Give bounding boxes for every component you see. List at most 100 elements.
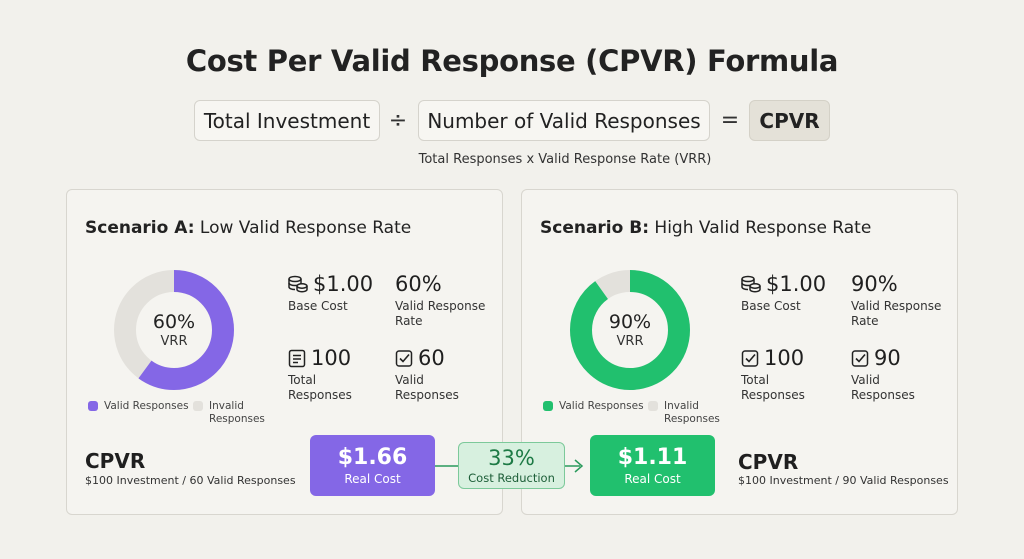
- formula-result-box: CPVR: [749, 100, 830, 141]
- vrr-label-line1: Valid Response: [851, 299, 942, 313]
- scenario-a-title-bold: Scenario A:: [85, 218, 195, 238]
- legend-swatch-invalid: [193, 401, 203, 411]
- cost-reduction-value: 33%: [488, 446, 535, 470]
- vrr-value: 90%: [851, 272, 898, 296]
- total-label-line2: Responses: [288, 388, 352, 402]
- scenario-a-title: Scenario A: Low Valid Response Rate: [85, 218, 411, 238]
- scenario-b-title-bold: Scenario B:: [540, 218, 649, 238]
- scenario-a-donut-chart: [114, 270, 234, 390]
- scenario-a-cpvr-title: CPVR: [85, 449, 146, 473]
- legend-invalid-line2: Responses: [209, 412, 265, 425]
- valid-responses-value: 90: [874, 346, 901, 370]
- valid-label-line1: Valid: [395, 373, 424, 387]
- checkbox-icon: [851, 349, 869, 367]
- scenario-a-stat-valid: 60 Valid Responses: [395, 346, 505, 403]
- coins-icon: [741, 275, 761, 293]
- scenario-b-stat-base-cost: $1.00 Base Cost: [741, 272, 851, 314]
- scenario-b-cost-label: Real Cost: [624, 472, 681, 486]
- formula-denominator-box: Number of Valid Responses: [418, 100, 710, 141]
- coins-icon: [288, 275, 308, 293]
- scenario-a-cpvr-sub: $100 Investment / 60 Valid Responses: [85, 474, 296, 487]
- total-responses-value: 100: [764, 346, 805, 370]
- vrr-label-line2: Rate: [395, 314, 423, 328]
- scenario-b-cost-box: $1.11 Real Cost: [590, 435, 715, 496]
- vrr-label-line1: Valid Response: [395, 299, 486, 313]
- valid-responses-value: 60: [418, 346, 445, 370]
- scenario-b-cpvr-title: CPVR: [738, 450, 799, 474]
- formula-row: Total Investment ÷ Number of Valid Respo…: [0, 100, 1024, 142]
- scenario-a-donut-label: VRR: [160, 334, 188, 349]
- total-label-line2: Responses: [741, 388, 805, 402]
- legend-label-valid: Valid Responses: [104, 400, 189, 412]
- valid-label-line1: Valid: [851, 373, 880, 387]
- vrr-label: Valid Response Rate: [851, 299, 961, 329]
- page-title: Cost Per Valid Response (CPVR) Formula: [185, 44, 839, 78]
- arrow-right-icon: [574, 459, 584, 473]
- checkbox-icon: [741, 349, 759, 367]
- legend-invalid-line1: Invalid: [209, 400, 244, 412]
- scenario-a-valid-arc: [114, 270, 234, 390]
- legend-swatch-valid: [543, 401, 553, 411]
- valid-responses-label: Valid Responses: [851, 373, 961, 403]
- valid-responses-label: Valid Responses: [395, 373, 505, 403]
- base-cost-label: Base Cost: [288, 299, 348, 313]
- cost-reduction-label: Cost Reduction: [468, 471, 555, 485]
- total-responses-label: Total Responses: [741, 373, 851, 403]
- scenario-b-stat-total: 100 Total Responses: [741, 346, 851, 403]
- scenario-b-title-rest: High Valid Response Rate: [654, 218, 872, 238]
- scenario-a-donut: 60% VRR: [112, 268, 236, 392]
- total-label-line1: Total: [741, 373, 770, 387]
- legend-label-invalid: Invalid Responses: [209, 400, 265, 425]
- scenario-a-legend-valid: Valid Responses: [88, 400, 189, 412]
- formula-denominator: Number of Valid Responses: [427, 108, 701, 133]
- formula-numerator: Total Investment: [203, 108, 371, 133]
- base-cost-value: $1.00: [766, 272, 827, 296]
- legend-invalid-line2: Responses: [664, 412, 720, 425]
- scenario-a-donut-pct: 60%: [152, 311, 196, 333]
- scenario-b-donut: 90% VRR: [568, 268, 692, 392]
- base-cost-label: Base Cost: [741, 299, 801, 313]
- scenario-b-legend-invalid: Invalid Responses: [648, 400, 720, 425]
- scenario-b-title: Scenario B: High Valid Response Rate: [540, 218, 871, 238]
- scenario-a-title-rest: Low Valid Response Rate: [199, 218, 412, 238]
- legend-label-valid: Valid Responses: [559, 400, 644, 412]
- scenario-a-cost-box: $1.66 Real Cost: [310, 435, 435, 496]
- base-cost-value: $1.00: [313, 272, 374, 296]
- valid-label-line2: Responses: [851, 388, 915, 402]
- scenario-b-cpvr-sub: $100 Investment / 90 Valid Responses: [738, 474, 949, 487]
- vrr-value: 60%: [395, 272, 442, 296]
- scenario-b-cost-value: $1.11: [617, 445, 688, 470]
- document-icon: [288, 349, 306, 367]
- scenario-b-donut-chart: [570, 270, 690, 390]
- scenario-b-donut-label: VRR: [616, 334, 644, 349]
- scenario-a-stat-total: 100 Total Responses: [288, 346, 398, 403]
- scenario-b-stat-valid: 90 Valid Responses: [851, 346, 961, 403]
- total-label-line1: Total: [288, 373, 317, 387]
- legend-swatch-invalid: [648, 401, 658, 411]
- scenario-a-stat-base-cost: $1.00 Base Cost: [288, 272, 398, 314]
- scenario-b-donut-pct: 90%: [608, 311, 652, 333]
- scenario-a-stat-vrr: 60% Valid Response Rate: [395, 272, 505, 329]
- legend-label-invalid: Invalid Responses: [664, 400, 720, 425]
- divide-symbol: ÷: [388, 108, 408, 133]
- vrr-label-line2: Rate: [851, 314, 879, 328]
- scenario-b-valid-arc: [570, 270, 690, 390]
- cost-reduction-badge: 33% Cost Reduction: [458, 442, 565, 489]
- scenario-a-cost-label: Real Cost: [344, 472, 401, 486]
- scenario-b-legend-valid: Valid Responses: [543, 400, 644, 412]
- scenario-a-cost-value: $1.66: [337, 445, 408, 470]
- total-responses-value: 100: [311, 346, 352, 370]
- scenario-a-legend-invalid: Invalid Responses: [193, 400, 265, 425]
- formula-result: CPVR: [759, 108, 820, 133]
- vrr-label: Valid Response Rate: [395, 299, 505, 329]
- formula-denominator-note: Total Responses x Valid Response Rate (V…: [418, 152, 712, 167]
- equals-symbol: =: [720, 108, 740, 133]
- formula-numerator-box: Total Investment: [194, 100, 380, 141]
- legend-invalid-line1: Invalid: [664, 400, 699, 412]
- total-responses-label: Total Responses: [288, 373, 398, 403]
- legend-swatch-valid: [88, 401, 98, 411]
- scenario-b-stat-vrr: 90% Valid Response Rate: [851, 272, 961, 329]
- checkbox-icon: [395, 349, 413, 367]
- valid-label-line2: Responses: [395, 388, 459, 402]
